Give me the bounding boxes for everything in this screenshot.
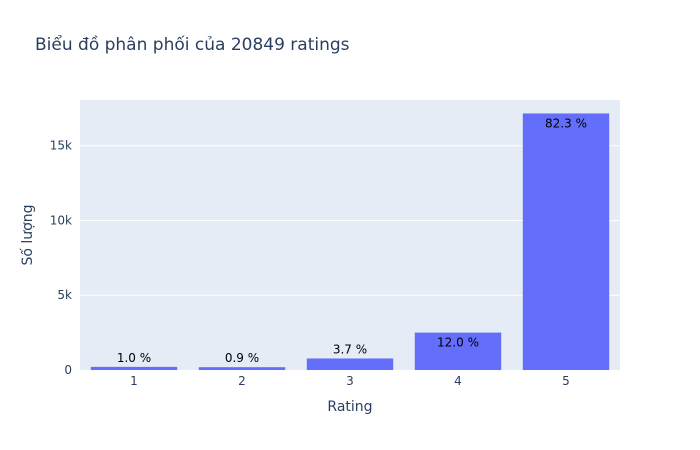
x-axis-title: Rating [327, 399, 372, 415]
y-tick-label: 10k [50, 213, 72, 227]
bar [522, 113, 610, 370]
bars [90, 113, 610, 370]
bar [90, 366, 178, 370]
bar-data-label: 12.0 % [437, 336, 479, 350]
y-tick-label: 0 [64, 363, 72, 377]
bar-data-label: 1.0 % [117, 351, 151, 365]
bar [414, 332, 502, 370]
bar-labels: 1.0 % 0.9 % 3.7 % 12.0 % 82.3 % [117, 116, 587, 365]
y-axis-title: Số lượng [19, 205, 36, 266]
x-tick-label: 4 [454, 374, 462, 388]
bar [198, 367, 286, 370]
bar-data-label: 3.7 % [333, 342, 367, 356]
bar-data-label: 82.3 % [545, 116, 587, 130]
y-axis-ticks: 0 5k 10k 15k [50, 139, 72, 377]
x-tick-label: 5 [562, 374, 570, 388]
bar [306, 358, 394, 370]
x-tick-label: 3 [346, 374, 354, 388]
y-tick-label: 15k [50, 139, 72, 153]
x-axis-ticks: 1 2 3 4 5 [130, 374, 570, 388]
x-tick-label: 2 [238, 374, 246, 388]
chart-title: Biểu đồ phân phối của 20849 ratings [35, 34, 350, 55]
y-tick-label: 5k [57, 288, 72, 302]
bar-data-label: 0.9 % [225, 351, 259, 365]
x-tick-label: 1 [130, 374, 138, 388]
